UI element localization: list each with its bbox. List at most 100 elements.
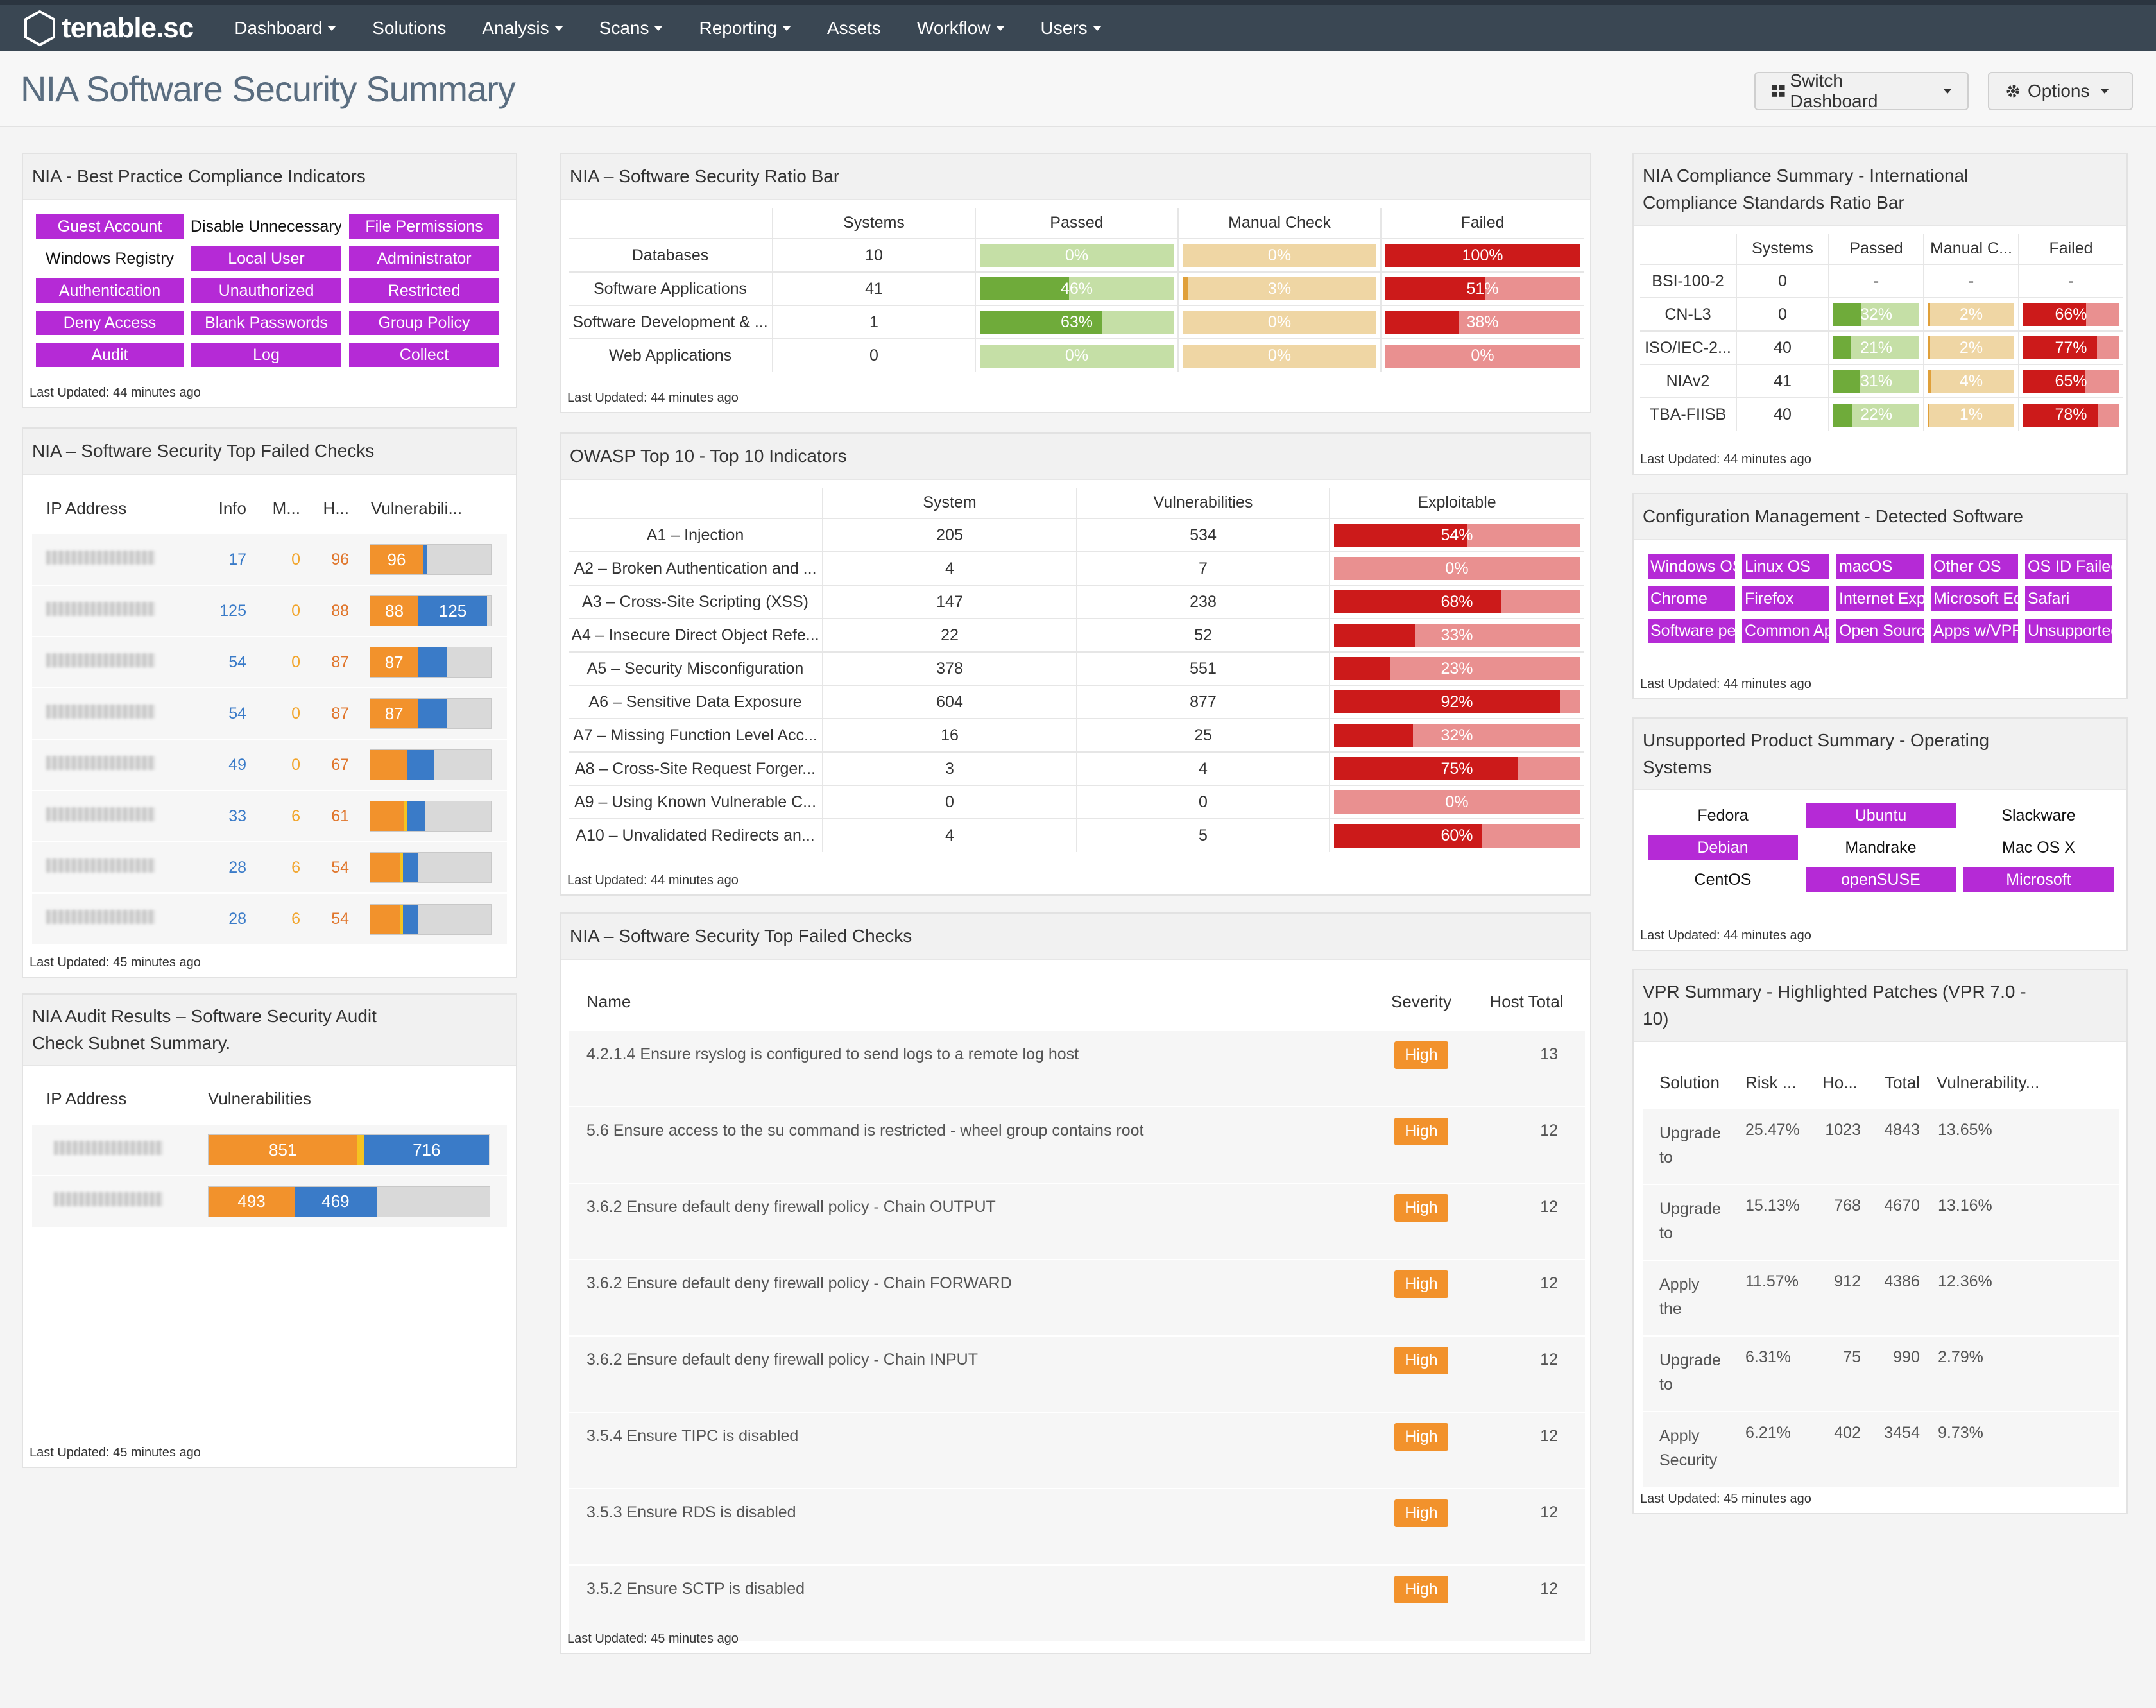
system-count[interactable]: 22 <box>822 619 1077 652</box>
check-name[interactable]: 3.6.2 Ensure default deny firewall polic… <box>586 1351 979 1369</box>
info-count[interactable]: 33 <box>228 807 246 825</box>
medium-count[interactable]: 0 <box>291 755 300 774</box>
table-row[interactable]: Software Development & ... 1 63% 0% 38% <box>569 305 1584 339</box>
vulnerability-value[interactable]: 13.16% <box>1938 1197 1992 1215</box>
table-row[interactable]: 3.5.2 Ensure SCTP is disabled High 12 <box>569 1565 1585 1641</box>
host-total[interactable]: 12 <box>1540 1503 1558 1521</box>
vulnerability-value[interactable]: 2.79% <box>1938 1348 1983 1366</box>
total-value[interactable]: 3454 <box>1884 1424 1920 1442</box>
failed-bar[interactable]: 65% <box>2023 370 2119 393</box>
failed-bar[interactable]: 0% <box>1385 344 1580 368</box>
col-name[interactable]: Name <box>586 992 631 1011</box>
col-info[interactable]: Info <box>218 499 246 518</box>
solution-cell[interactable]: Upgrade to <box>1643 1336 1739 1412</box>
table-row[interactable]: Databases 10 0% 0% 100% <box>569 239 1584 272</box>
table-row[interactable]: A3 – Cross-Site Scripting (XSS) 147 238 68% <box>569 585 1584 619</box>
vulnerability-bar[interactable]: 493 469 <box>208 1186 490 1217</box>
table-row[interactable]: A10 – Unvalidated Redirects an... 4 5 60% <box>569 819 1584 852</box>
passed-bar[interactable]: 32% <box>1833 303 1919 326</box>
table-row[interactable]: Upgrade to 25.47% 1023 4843 13.65% <box>1643 1109 2119 1184</box>
table-row[interactable]: A1 – Injection 205 534 54% <box>569 518 1584 552</box>
risk-value[interactable]: 15.13% <box>1745 1197 1800 1215</box>
hosts-value[interactable]: 912 <box>1834 1272 1861 1290</box>
manual-bar[interactable]: 3% <box>1183 277 1376 300</box>
severity-badge[interactable]: High <box>1394 1347 1448 1374</box>
failed-bar[interactable]: 38% <box>1385 311 1580 334</box>
severity-badge[interactable]: High <box>1394 1118 1448 1145</box>
col-ip-address[interactable]: IP Address <box>46 1089 127 1108</box>
exploitable-bar[interactable]: 92% <box>1334 690 1580 713</box>
total-value[interactable]: 4386 <box>1884 1272 1920 1290</box>
failed-bar[interactable]: 78% <box>2023 403 2119 427</box>
software-cell[interactable]: macOS <box>1836 554 1924 579</box>
system-count[interactable]: 205 <box>822 518 1077 552</box>
info-count[interactable]: 17 <box>228 550 246 568</box>
os-cell[interactable]: Mac OS X <box>1964 835 2114 860</box>
manual-bar[interactable]: 1% <box>1928 403 2014 427</box>
os-cell[interactable]: Mandrake <box>1806 835 1956 860</box>
table-row[interactable]: A8 – Cross-Site Request Forger... 3 4 75% <box>569 752 1584 785</box>
software-cell[interactable]: Apps w/VPR <box>1931 619 2018 643</box>
col-medium[interactable]: M... <box>272 499 300 518</box>
table-row[interactable]: 33 6 61 <box>32 790 507 842</box>
host-total[interactable]: 12 <box>1540 1351 1558 1369</box>
manual-bar[interactable]: 2% <box>1928 336 2014 359</box>
solution-cell[interactable]: Upgrade to <box>1643 1109 1739 1184</box>
table-row[interactable]: A5 – Security Misconfiguration 378 551 23% <box>569 652 1584 685</box>
severity-badge[interactable]: High <box>1394 1270 1448 1298</box>
indicator-cell[interactable]: Deny Access <box>36 311 184 335</box>
os-cell[interactable]: openSUSE <box>1806 867 1956 892</box>
indicator-cell[interactable]: Audit <box>36 343 184 367</box>
software-cell[interactable]: Safari <box>2025 586 2112 611</box>
col-passed[interactable]: Passed <box>1828 234 1924 264</box>
host-total[interactable]: 12 <box>1540 1122 1558 1140</box>
vulnerability-count[interactable]: 7 <box>1076 552 1330 585</box>
os-cell[interactable]: Ubuntu <box>1806 803 1956 828</box>
medium-count[interactable]: 6 <box>291 858 300 876</box>
software-cell[interactable]: Unsupported <box>2025 619 2112 643</box>
passed-bar[interactable]: 22% <box>1833 403 1919 427</box>
total-value[interactable]: 4843 <box>1884 1121 1920 1139</box>
table-row[interactable]: A4 – Insecure Direct Object Refe... 22 52 3… <box>569 619 1584 652</box>
col-vulnerabilities[interactable]: Vulnerabili... <box>371 499 463 518</box>
host-total[interactable]: 12 <box>1540 1198 1558 1216</box>
info-count[interactable]: 49 <box>228 755 246 774</box>
nav-assets[interactable]: Assets <box>826 18 881 38</box>
manual-bar[interactable]: 2% <box>1928 303 2014 326</box>
hosts-value[interactable]: 75 <box>1843 1348 1861 1366</box>
info-count[interactable]: 28 <box>228 910 246 928</box>
table-row[interactable]: 3.5.4 Ensure TIPC is disabled High 12 <box>569 1412 1585 1489</box>
table-row[interactable]: Upgrade to 15.13% 768 4670 13.16% <box>1643 1184 2119 1260</box>
system-count[interactable]: 378 <box>822 652 1077 685</box>
info-count[interactable]: 125 <box>219 601 246 620</box>
software-cell[interactable]: Internet Explorer <box>1836 586 1924 611</box>
col-manual-check[interactable]: Manual C... <box>1923 234 2019 264</box>
software-cell[interactable]: Open Source <box>1836 619 1924 643</box>
vulnerability-count[interactable]: 534 <box>1076 518 1330 552</box>
vulnerability-bar[interactable] <box>370 801 492 832</box>
col-risk[interactable]: Risk ... <box>1745 1073 1797 1092</box>
vulnerability-bar[interactable] <box>370 903 492 935</box>
table-row[interactable]: 17 0 96 96 <box>32 534 507 585</box>
indicator-cell[interactable]: Disable Unnecessary <box>191 214 341 239</box>
manual-bar[interactable]: 0% <box>1183 244 1376 267</box>
table-row[interactable]: 28 6 54 <box>32 893 507 944</box>
indicator-cell[interactable]: Local User <box>191 246 341 271</box>
medium-count[interactable]: 6 <box>291 910 300 928</box>
passed-bar[interactable]: 31% <box>1833 370 1919 393</box>
table-row[interactable]: CN-L3 0 32% 2% 66% <box>1640 298 2123 331</box>
exploitable-bar[interactable]: 75% <box>1334 757 1580 780</box>
high-count[interactable]: 87 <box>331 704 349 722</box>
high-count[interactable]: 54 <box>331 910 349 928</box>
nav-users[interactable]: Users <box>1023 5 1120 51</box>
medium-count[interactable]: 0 <box>291 601 300 620</box>
info-count[interactable]: 28 <box>228 858 246 876</box>
col-vulnerability[interactable]: Vulnerability... <box>1937 1073 2040 1092</box>
severity-badge[interactable]: High <box>1394 1423 1448 1451</box>
vulnerability-count[interactable]: 25 <box>1076 719 1330 752</box>
table-row[interactable]: 125 0 88 88 125 <box>32 585 507 636</box>
software-cell[interactable]: Other OS <box>1931 554 2018 579</box>
system-count[interactable]: 0 <box>822 785 1077 819</box>
vulnerability-bar[interactable]: 87 <box>370 647 492 678</box>
nav-analysis[interactable]: Analysis <box>464 5 581 51</box>
